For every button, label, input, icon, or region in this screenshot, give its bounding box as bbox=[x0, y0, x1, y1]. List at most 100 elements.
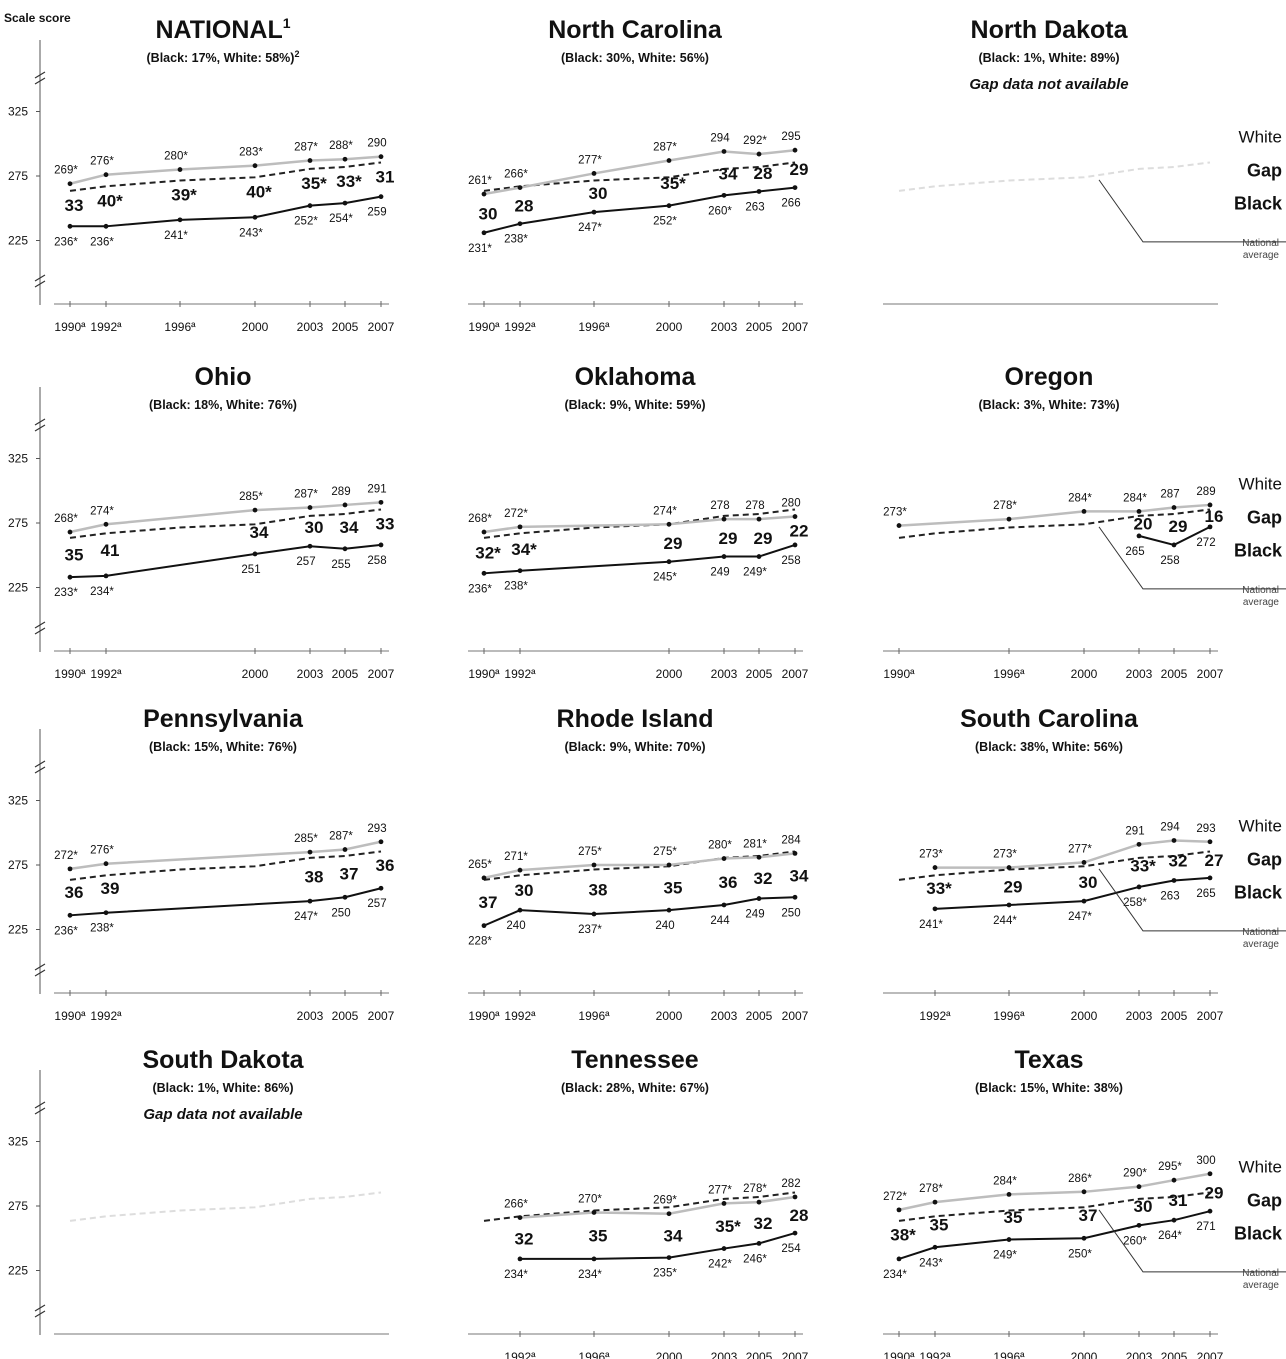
national-average-line bbox=[898, 508, 1211, 539]
y-axis-break-bottom bbox=[34, 621, 46, 635]
x-tick-label: 2000 bbox=[656, 667, 683, 681]
white-value-label: 280* bbox=[164, 151, 188, 163]
black-point bbox=[103, 223, 109, 229]
y-axis-break-top bbox=[34, 760, 46, 774]
white-point bbox=[721, 1201, 727, 1206]
x-tick-label: 1992ª bbox=[504, 320, 536, 334]
black-point bbox=[481, 570, 487, 576]
gap-value-label: 16 bbox=[1205, 507, 1224, 526]
x-tick-label: 2003 bbox=[711, 1009, 738, 1023]
national-average-leader bbox=[1098, 526, 1286, 590]
white-point bbox=[1006, 865, 1012, 870]
panel-title: Ohio bbox=[195, 363, 252, 391]
y-tick-label: 225 bbox=[8, 581, 28, 595]
black-value-label: 247* bbox=[578, 222, 602, 234]
x-tick-label: 2003 bbox=[297, 1009, 324, 1023]
black-point bbox=[756, 896, 762, 901]
white-value-label: 282 bbox=[781, 1178, 800, 1190]
black-point bbox=[1171, 542, 1177, 548]
black-point bbox=[792, 894, 798, 900]
white-point bbox=[1006, 1191, 1012, 1197]
white-value-label: 281* bbox=[743, 838, 767, 850]
black-value-label: 240 bbox=[506, 920, 525, 932]
panel-subtitle: (Black: 1%, White: 86%) bbox=[152, 1081, 293, 1095]
black-value-label: 241* bbox=[164, 230, 188, 242]
gap-value-label: 35 bbox=[589, 1227, 608, 1246]
white-point bbox=[666, 862, 672, 868]
gap-value-label: 36 bbox=[719, 873, 738, 892]
gap-value-label: 31 bbox=[1169, 1191, 1188, 1210]
x-tick-label: 1992ª bbox=[90, 667, 122, 681]
gap-value-label: 29 bbox=[1205, 1183, 1224, 1202]
white-point bbox=[1136, 508, 1142, 514]
black-point bbox=[792, 542, 798, 548]
black-value-label: 258 bbox=[367, 555, 386, 567]
white-point bbox=[252, 163, 258, 169]
x-tick-label: 1992ª bbox=[919, 1009, 951, 1023]
x-tick-label: 2007 bbox=[1197, 667, 1224, 681]
gap-value-label: 35* bbox=[301, 174, 327, 193]
white-value-label: 266* bbox=[504, 1199, 528, 1211]
white-point bbox=[1136, 841, 1142, 847]
panel-ohio: Ohio (Black: 18%, White: 76%) 225 275 325 199… bbox=[8, 363, 395, 681]
y-tick-label: 325 bbox=[8, 452, 28, 466]
white-value-label: 276* bbox=[90, 156, 114, 168]
legend-white: White bbox=[1239, 817, 1282, 836]
x-tick-label: 1990ª bbox=[468, 1009, 500, 1023]
white-value-label: 277* bbox=[578, 154, 602, 166]
x-tick-label: 2005 bbox=[332, 667, 359, 681]
panel-subtitle: (Black: 9%, White: 59%) bbox=[564, 398, 705, 412]
black-point bbox=[103, 910, 109, 916]
black-point bbox=[307, 203, 313, 209]
black-point bbox=[342, 546, 348, 552]
gap-value-label: 28 bbox=[790, 1206, 809, 1225]
black-value-label: 257 bbox=[296, 556, 315, 568]
black-value-label: 249 bbox=[745, 909, 764, 921]
black-value-label: 249 bbox=[710, 567, 729, 579]
white-point bbox=[756, 1199, 762, 1205]
black-point bbox=[591, 911, 597, 917]
panel-north-dakota: North Dakota (Black: 1%, White: 89%) Gap d… bbox=[883, 16, 1286, 305]
x-tick-label: 2007 bbox=[1197, 1009, 1224, 1023]
black-point bbox=[1171, 878, 1177, 883]
panel-title: NATIONAL1 bbox=[155, 15, 290, 44]
panel-subtitle: (Black: 1%, White: 89%) bbox=[978, 51, 1119, 65]
y-axis-break-bottom bbox=[34, 274, 46, 288]
legend-white: White bbox=[1239, 1158, 1282, 1177]
white-point bbox=[721, 856, 727, 861]
y-tick-label: 275 bbox=[8, 858, 28, 872]
white-value-label: 278 bbox=[745, 500, 764, 512]
gap-value-label: 33 bbox=[65, 196, 84, 215]
white-point bbox=[932, 865, 938, 870]
black-value-label: 250 bbox=[781, 907, 800, 919]
black-point bbox=[1136, 533, 1142, 539]
black-value-label: 247* bbox=[294, 911, 318, 923]
x-tick-label: 2005 bbox=[332, 320, 359, 334]
black-point bbox=[756, 1241, 762, 1246]
black-point bbox=[666, 1255, 672, 1260]
white-point bbox=[666, 1211, 672, 1217]
white-value-label: 290 bbox=[367, 138, 386, 150]
white-value-label: 261* bbox=[468, 175, 492, 187]
black-score-line bbox=[69, 543, 382, 579]
national-average-leader bbox=[1098, 179, 1286, 243]
legend-average-label: average bbox=[1243, 939, 1280, 950]
white-point bbox=[1171, 838, 1177, 843]
x-tick-label: 2003 bbox=[297, 667, 324, 681]
gap-value-label: 29 bbox=[1169, 517, 1188, 536]
panel-oregon: Oregon (Black: 3%, White: 73%) 1990ª 1996ª 2… bbox=[883, 363, 1286, 681]
black-value-label: 234* bbox=[90, 586, 114, 598]
black-point bbox=[1136, 1222, 1142, 1228]
black-value-label: 265 bbox=[1125, 546, 1144, 558]
legend-black: Black bbox=[1234, 1224, 1283, 1244]
white-value-label: 284* bbox=[1068, 492, 1092, 504]
black-point bbox=[252, 551, 258, 557]
black-value-label: 236* bbox=[468, 583, 492, 595]
panel-title: Oklahoma bbox=[575, 363, 697, 391]
black-value-label: 246* bbox=[743, 1253, 767, 1265]
x-tick-label: 2000 bbox=[656, 1350, 683, 1359]
x-tick-label: 2005 bbox=[746, 667, 773, 681]
panel-north-carolina: North Carolina (Black: 30%, White: 56%) 19… bbox=[468, 16, 809, 334]
black-point bbox=[1006, 902, 1012, 908]
gap-value-label: 32 bbox=[1169, 851, 1188, 870]
